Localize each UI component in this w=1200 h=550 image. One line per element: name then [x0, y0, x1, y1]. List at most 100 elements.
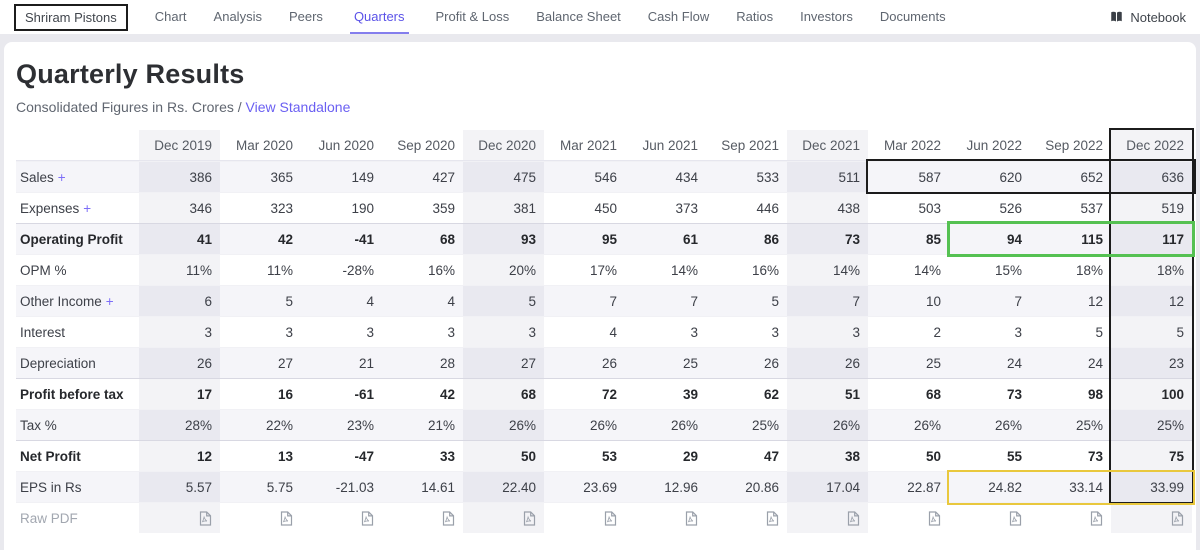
expand-plus-icon[interactable]: + — [57, 169, 66, 185]
pdf-icon[interactable] — [382, 510, 463, 526]
expand-plus-icon[interactable]: + — [105, 293, 114, 309]
table-cell: 149 — [351, 169, 374, 185]
nav-item-profit-loss[interactable]: Profit & Loss — [435, 8, 510, 24]
pdf-icon[interactable] — [949, 510, 1030, 526]
table-cell: 5 — [285, 293, 293, 309]
table-cell: 3 — [447, 324, 455, 340]
table-cell: 475 — [463, 162, 544, 192]
table-cell: 17.04 — [787, 472, 868, 502]
table-cell: 62 — [763, 386, 779, 402]
subtitle: Consolidated Figures in Rs. Crores / Vie… — [16, 98, 1192, 116]
table-row: Interest 3 3 3 3 3 4 3 3 3 2 3 5 5 — [16, 316, 1192, 347]
nav-item-documents[interactable]: Documents — [879, 8, 946, 24]
table-cell: 16% — [751, 262, 779, 278]
table-cell: 73 — [787, 224, 868, 254]
table-cell: 18% — [1111, 255, 1192, 285]
table-cell: 7 — [787, 286, 868, 316]
pdf-icon[interactable] — [1030, 510, 1111, 526]
table-cell: 3 — [285, 324, 293, 340]
table-cell: 3 — [366, 324, 374, 340]
table-cell: 3 — [771, 324, 779, 340]
table-cell: 5.57 — [139, 472, 220, 502]
notebook-icon — [1109, 10, 1124, 24]
row-label-sales[interactable]: Sales + — [20, 169, 66, 185]
table-cell: 526 — [999, 200, 1022, 216]
table-cell: 17% — [589, 262, 617, 278]
table-cell: 5 — [1095, 324, 1103, 340]
nav-item-chart[interactable]: Chart — [154, 8, 187, 24]
view-standalone-link[interactable]: View Standalone — [245, 99, 351, 115]
row-label-eps-in-rs: EPS in Rs — [20, 479, 82, 495]
nav-item-peers[interactable]: Peers — [288, 8, 323, 24]
table-cell: 18% — [1075, 262, 1103, 278]
table-row: OPM % 11% 11% -28% 16% 20% 17% 14% 16% 14% 14% 15% 1… — [16, 254, 1192, 285]
table-cell: 23% — [346, 417, 374, 433]
pdf-icon[interactable] — [868, 510, 949, 526]
table-cell: 85 — [925, 231, 941, 247]
row-label-net-profit: Net Profit — [20, 448, 81, 464]
table-cell: 55 — [1006, 448, 1022, 464]
table-cell: 14% — [913, 262, 941, 278]
notebook-button[interactable]: Notebook — [1109, 10, 1186, 25]
table-cell: 434 — [675, 169, 698, 185]
table-cell: 23.69 — [583, 479, 617, 495]
nav-item-balance-sheet[interactable]: Balance Sheet — [536, 8, 621, 24]
top-nav: Shriram Pistons Chart Analysis Peers Qua… — [0, 0, 1200, 34]
pdf-icon[interactable] — [706, 510, 787, 526]
table-cell: 3 — [139, 317, 220, 347]
table-cell: 503 — [918, 200, 941, 216]
table-cell: 3 — [463, 317, 544, 347]
table-cell: 26 — [139, 348, 220, 378]
pdf-icon[interactable] — [301, 510, 382, 526]
column-header: Sep 2021 — [721, 137, 779, 153]
table-cell: 26% — [463, 410, 544, 440]
pdf-icon[interactable] — [787, 503, 868, 533]
nav-item-ratios[interactable]: Ratios — [736, 8, 774, 24]
table-cell: 587 — [918, 169, 941, 185]
pdf-icon[interactable] — [139, 503, 220, 533]
pdf-icon[interactable] — [544, 510, 625, 526]
nav-item-analysis[interactable]: Analysis — [213, 8, 262, 24]
quarterly-table: Dec 2019 Mar 2020 Jun 2020 Sep 2020 Dec 2020… — [16, 128, 1196, 533]
table-cell: 346 — [139, 193, 220, 223]
table-cell: 117 — [1111, 224, 1192, 254]
row-label-expenses[interactable]: Expenses + — [20, 200, 92, 216]
pdf-icon[interactable] — [1111, 503, 1192, 533]
table-cell: 73 — [1006, 386, 1022, 402]
table-cell: 27 — [463, 348, 544, 378]
table-cell: 13 — [277, 448, 293, 464]
table-cell: -21.03 — [335, 479, 374, 495]
table-cell: 72 — [601, 386, 617, 402]
nav-item-quarters[interactable]: Quarters — [349, 0, 409, 34]
table-cell: 41 — [139, 224, 220, 254]
table-cell: 93 — [463, 224, 544, 254]
table-cell: 3 — [690, 324, 698, 340]
table-cell: 5 — [771, 293, 779, 309]
pdf-icon[interactable] — [463, 503, 544, 533]
pdf-icon[interactable] — [625, 510, 706, 526]
table-cell: 25% — [1111, 410, 1192, 440]
table-cell: 14.61 — [421, 479, 455, 495]
table-cell: 7 — [609, 293, 617, 309]
table-cell: 20% — [463, 255, 544, 285]
nav-item-investors[interactable]: Investors — [800, 8, 853, 24]
pdf-icon[interactable] — [220, 510, 301, 526]
company-name[interactable]: Shriram Pistons — [14, 3, 128, 31]
expand-plus-icon[interactable]: + — [83, 200, 92, 216]
table-cell: 25 — [925, 355, 941, 371]
table-cell: 26% — [913, 417, 941, 433]
table-cell: 98 — [1087, 386, 1103, 402]
nav-item-cash-flow[interactable]: Cash Flow — [647, 8, 710, 24]
table-cell: 61 — [682, 231, 698, 247]
table-cell: 21% — [427, 417, 455, 433]
column-header: Dec 2019 — [139, 130, 220, 160]
table-cell: 373 — [675, 200, 698, 216]
column-header: Dec 2022 — [1111, 130, 1192, 160]
table-cell: 68 — [925, 386, 941, 402]
table-cell: 51 — [787, 379, 868, 409]
column-header: Mar 2020 — [235, 137, 293, 153]
table-cell: 6 — [139, 286, 220, 316]
row-label-other-income[interactable]: Other Income + — [20, 293, 114, 309]
table-row: Operating Profit 41 42 -41 68 93 95 61 86 73 85 94 1… — [16, 223, 1192, 254]
